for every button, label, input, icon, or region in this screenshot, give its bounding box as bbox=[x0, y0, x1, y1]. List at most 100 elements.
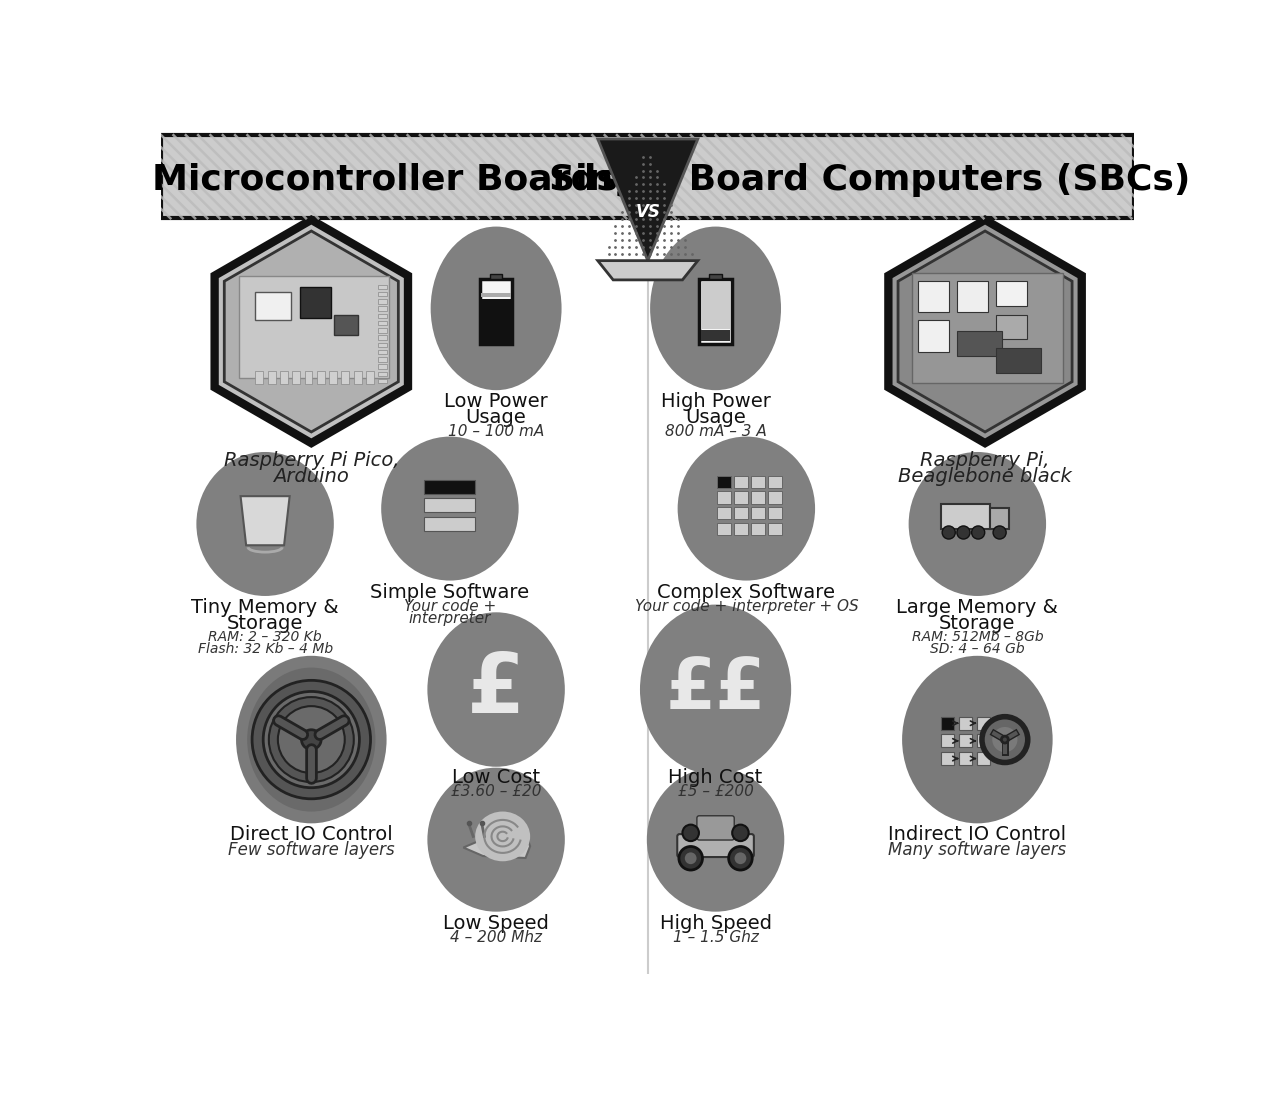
Bar bbox=[957, 281, 988, 313]
Bar bbox=[996, 315, 1028, 339]
Ellipse shape bbox=[678, 437, 815, 581]
Polygon shape bbox=[224, 231, 398, 432]
Bar bbox=[162, 136, 1135, 219]
Text: Few software layers: Few software layers bbox=[228, 841, 394, 859]
Text: Large Memory &: Large Memory & bbox=[896, 598, 1058, 617]
Bar bbox=[300, 287, 331, 318]
Text: Direct IO Control: Direct IO Control bbox=[230, 825, 393, 843]
Bar bbox=[490, 275, 502, 279]
Bar bbox=[913, 274, 1063, 383]
Bar bbox=[425, 499, 475, 512]
Text: Low Power: Low Power bbox=[444, 392, 549, 411]
Bar bbox=[717, 523, 732, 535]
Bar bbox=[292, 371, 300, 384]
Bar bbox=[734, 491, 748, 503]
Bar bbox=[918, 281, 949, 313]
Text: 10 – 100 mA: 10 – 100 mA bbox=[447, 424, 545, 440]
Circle shape bbox=[679, 847, 703, 870]
Ellipse shape bbox=[650, 226, 781, 391]
Polygon shape bbox=[598, 260, 698, 280]
Bar bbox=[751, 507, 765, 520]
Text: Indirect IO Control: Indirect IO Control bbox=[889, 825, 1067, 843]
Bar bbox=[378, 350, 387, 354]
Bar bbox=[378, 314, 387, 318]
Bar bbox=[700, 330, 731, 341]
Ellipse shape bbox=[236, 655, 387, 824]
Bar bbox=[959, 717, 972, 730]
Bar bbox=[709, 275, 722, 279]
Text: High Power: High Power bbox=[661, 392, 771, 411]
Ellipse shape bbox=[427, 768, 565, 911]
Text: Flash: 32 Kb – 4 Mb: Flash: 32 Kb – 4 Mb bbox=[197, 642, 332, 655]
Bar bbox=[942, 752, 954, 765]
Text: Low Speed: Low Speed bbox=[444, 913, 549, 933]
Bar bbox=[378, 372, 387, 376]
Polygon shape bbox=[889, 220, 1082, 443]
Bar bbox=[734, 507, 748, 520]
Polygon shape bbox=[215, 220, 408, 443]
Bar bbox=[751, 491, 765, 503]
Ellipse shape bbox=[196, 452, 334, 596]
Bar bbox=[769, 523, 782, 535]
Bar bbox=[991, 508, 1009, 528]
Bar bbox=[354, 371, 362, 384]
Bar bbox=[378, 284, 387, 289]
Ellipse shape bbox=[431, 226, 561, 391]
Circle shape bbox=[992, 728, 1018, 753]
Circle shape bbox=[982, 717, 1028, 763]
Bar bbox=[378, 357, 387, 362]
Circle shape bbox=[685, 852, 696, 864]
Ellipse shape bbox=[647, 768, 784, 911]
Text: Storage: Storage bbox=[228, 614, 303, 633]
Text: Your code +: Your code + bbox=[403, 598, 495, 614]
Bar bbox=[769, 476, 782, 488]
Bar bbox=[996, 348, 1040, 373]
Bar bbox=[281, 371, 288, 384]
Text: RAM: 512Mb – 8Gb: RAM: 512Mb – 8Gb bbox=[911, 630, 1043, 644]
Bar bbox=[734, 476, 748, 488]
Text: VS: VS bbox=[636, 203, 660, 221]
Bar bbox=[977, 734, 990, 747]
Bar bbox=[378, 306, 387, 311]
Text: ££: ££ bbox=[665, 655, 766, 724]
Circle shape bbox=[942, 526, 956, 539]
Bar bbox=[425, 480, 475, 493]
Polygon shape bbox=[464, 834, 530, 858]
Circle shape bbox=[302, 730, 321, 749]
Bar bbox=[942, 717, 954, 730]
Text: Single Board Computers (SBCs): Single Board Computers (SBCs) bbox=[549, 163, 1191, 197]
Bar bbox=[769, 507, 782, 520]
Text: Your code + interpreter + OS: Your code + interpreter + OS bbox=[635, 598, 858, 614]
Bar bbox=[918, 321, 949, 351]
Circle shape bbox=[957, 526, 969, 539]
Bar bbox=[959, 734, 972, 747]
Text: Low Cost: Low Cost bbox=[453, 768, 540, 787]
Text: Usage: Usage bbox=[465, 408, 527, 428]
Circle shape bbox=[734, 852, 746, 864]
Ellipse shape bbox=[475, 812, 530, 861]
FancyBboxPatch shape bbox=[696, 816, 734, 840]
Text: Usage: Usage bbox=[685, 408, 746, 428]
Bar bbox=[734, 523, 748, 535]
Bar bbox=[255, 371, 263, 384]
Text: Complex Software: Complex Software bbox=[657, 582, 836, 602]
Bar bbox=[378, 328, 387, 333]
Circle shape bbox=[994, 526, 1006, 539]
Ellipse shape bbox=[640, 605, 791, 775]
Bar bbox=[700, 281, 731, 328]
Bar bbox=[959, 752, 972, 765]
Ellipse shape bbox=[902, 655, 1053, 824]
Bar bbox=[378, 379, 387, 383]
Text: Arduino: Arduino bbox=[273, 467, 349, 486]
Bar bbox=[977, 717, 990, 730]
Text: RAM: 2 – 320 Kb: RAM: 2 – 320 Kb bbox=[209, 630, 322, 644]
Bar bbox=[699, 279, 732, 345]
Bar bbox=[480, 279, 512, 345]
Circle shape bbox=[728, 847, 752, 870]
Bar bbox=[751, 523, 765, 535]
Bar bbox=[717, 476, 732, 488]
Text: High Speed: High Speed bbox=[660, 913, 771, 933]
Bar bbox=[378, 342, 387, 347]
Text: Raspberry Pi,: Raspberry Pi, bbox=[920, 451, 1050, 469]
Text: Tiny Memory &: Tiny Memory & bbox=[191, 598, 339, 617]
